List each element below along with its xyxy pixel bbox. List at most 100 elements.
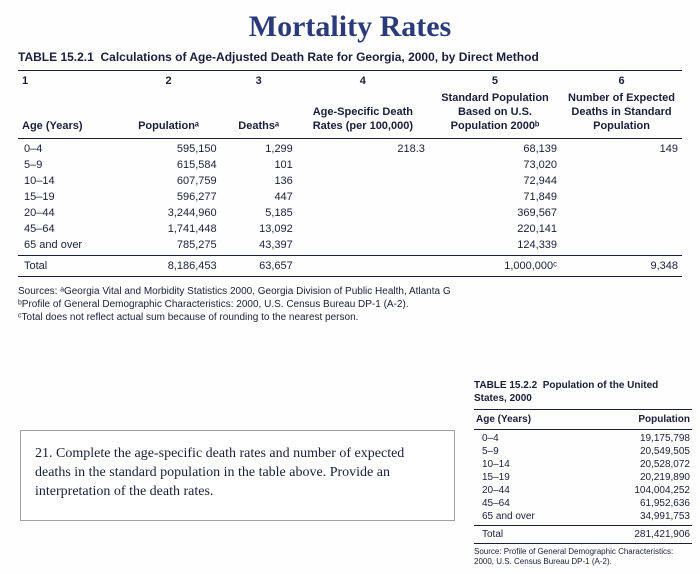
question-body: Complete the age-specific death rates an… <box>35 446 404 499</box>
header-expected: Number of Expected Deaths in Standard Po… <box>561 90 682 135</box>
total-label: Total <box>18 258 117 274</box>
table-row: 20–443,244,9605,185369,567 <box>18 205 682 221</box>
cell-population: 3,244,960 <box>117 205 221 221</box>
question-box: 21. Complete the age-specific death rate… <box>20 430 455 521</box>
cell-population: 1,741,448 <box>117 221 221 237</box>
cell-population: 607,759 <box>117 173 221 189</box>
cell-deaths: 101 <box>221 157 297 173</box>
question-number: 21. <box>35 446 53 461</box>
main-table-area: TABLE 15.2.1 Calculations of Age-Adjuste… <box>0 50 700 324</box>
side-header-pop: Population <box>586 412 692 427</box>
cell-age: 20–44 <box>18 205 117 221</box>
side-source-1: Source: Profile of General Demographic C… <box>474 547 692 557</box>
side-cell-age: 5–9 <box>474 445 586 458</box>
header-population: Populationᵃ <box>117 90 221 135</box>
caption-strong: TABLE 15.2.1 <box>18 50 94 64</box>
side-header-age: Age (Years) <box>474 412 586 427</box>
total-asdr <box>297 258 429 274</box>
side-table-row: Total281,421,906 <box>474 528 692 541</box>
colnum-2: 2 <box>117 73 221 91</box>
side-cell-pop: 20,219,890 <box>586 471 692 484</box>
side-table: Age (Years) Population 0–419,175,7985–92… <box>474 412 692 541</box>
main-table-caption: TABLE 15.2.1 Calculations of Age-Adjuste… <box>18 50 682 66</box>
side-header-row: Age (Years) Population <box>474 412 692 427</box>
cell-population: 615,584 <box>117 157 221 173</box>
side-cell-pop: 61,952,636 <box>586 497 692 510</box>
rule <box>18 255 682 256</box>
total-deaths: 63,657 <box>221 258 297 274</box>
cell-age: 15–19 <box>18 189 117 205</box>
cell-stdpop: 124,339 <box>429 237 561 253</box>
question-text: 21. Complete the age-specific death rate… <box>35 445 440 502</box>
side-table-row: 0–419,175,798 <box>474 432 692 445</box>
main-table-sources: Sources: ᵃGeorgia Vital and Morbidity St… <box>18 285 682 324</box>
cell-population: 596,277 <box>117 189 221 205</box>
side-cell-age: 15–19 <box>474 471 586 484</box>
side-cell-pop: 20,549,505 <box>586 445 692 458</box>
table-row: 65 and over785,27543,397124,339 <box>18 237 682 253</box>
cell-stdpop: 220,141 <box>429 221 561 237</box>
cell-stdpop: 68,139 <box>429 141 561 157</box>
source-b: ᵇProfile of General Demographic Characte… <box>18 298 682 311</box>
cell-stdpop: 72,944 <box>429 173 561 189</box>
side-table-row: 20–44104,004,252 <box>474 484 692 497</box>
side-table-row: 10–1420,528,072 <box>474 458 692 471</box>
colnum-3: 3 <box>221 73 297 91</box>
total-row: Total 8,186,453 63,657 1,000,000ᶜ 9,348 <box>18 258 682 274</box>
cell-asdr: 218.3 <box>297 141 429 157</box>
cell-expected <box>561 205 682 221</box>
page: Mortality Rates TABLE 15.2.1 Calculation… <box>0 0 700 574</box>
header-asdr: Age-Specific Death Rates (per 100,000) <box>297 90 429 135</box>
cell-expected <box>561 221 682 237</box>
header-deaths: Deathsᵃ <box>221 90 297 135</box>
side-cell-age: 45–64 <box>474 497 586 510</box>
colnum-1: 1 <box>18 73 117 91</box>
cell-deaths: 5,185 <box>221 205 297 221</box>
cell-stdpop: 73,020 <box>429 157 561 173</box>
side-table-caption: TABLE 15.2.2 Population of the United St… <box>474 380 692 405</box>
rule <box>474 409 692 410</box>
main-table: 1 2 3 4 5 6 Age (Years) Populationᵃ Deat… <box>18 73 682 279</box>
rule <box>18 70 682 71</box>
cell-deaths: 1,299 <box>221 141 297 157</box>
cell-age: 5–9 <box>18 157 117 173</box>
colnum-5: 5 <box>429 73 561 91</box>
cell-asdr <box>297 189 429 205</box>
side-cell-pop: 34,991,753 <box>586 510 692 523</box>
cell-age: 0–4 <box>18 141 117 157</box>
side-cell-pop: 19,175,798 <box>586 432 692 445</box>
cell-age: 65 and over <box>18 237 117 253</box>
total-pop: 8,186,453 <box>117 258 221 274</box>
side-cell-age: 10–14 <box>474 458 586 471</box>
cell-asdr <box>297 173 429 189</box>
side-cell-age: Total <box>474 528 586 541</box>
page-title: Mortality Rates <box>0 0 700 50</box>
cell-asdr <box>297 237 429 253</box>
side-table-row: 5–920,549,505 <box>474 445 692 458</box>
side-cell-age: 65 and over <box>474 510 586 523</box>
rule <box>474 525 692 526</box>
side-table-row: 15–1920,219,890 <box>474 471 692 484</box>
rule <box>18 276 682 277</box>
source-a: Sources: ᵃGeorgia Vital and Morbidity St… <box>18 285 682 298</box>
cell-deaths: 13,092 <box>221 221 297 237</box>
rule <box>18 138 682 139</box>
side-table-row: 45–6461,952,636 <box>474 497 692 510</box>
cell-age: 10–14 <box>18 173 117 189</box>
side-source-2: 2000, U.S. Census Bureau DP-1 (A-2). <box>474 557 692 567</box>
cell-expected <box>561 173 682 189</box>
col-number-row: 1 2 3 4 5 6 <box>18 73 682 91</box>
header-age: Age (Years) <box>18 90 117 135</box>
rule <box>474 543 692 544</box>
table-row: 0–4595,1501,299218.368,139149 <box>18 141 682 157</box>
cell-asdr <box>297 221 429 237</box>
cell-stdpop: 71,849 <box>429 189 561 205</box>
cell-expected <box>561 157 682 173</box>
side-cell-age: 0–4 <box>474 432 586 445</box>
source-c: ᶜTotal does not reflect actual sum becau… <box>18 311 682 324</box>
side-table-row: 65 and over34,991,753 <box>474 510 692 523</box>
cell-age: 45–64 <box>18 221 117 237</box>
cell-asdr <box>297 205 429 221</box>
cell-asdr <box>297 157 429 173</box>
side-cell-age: 20–44 <box>474 484 586 497</box>
